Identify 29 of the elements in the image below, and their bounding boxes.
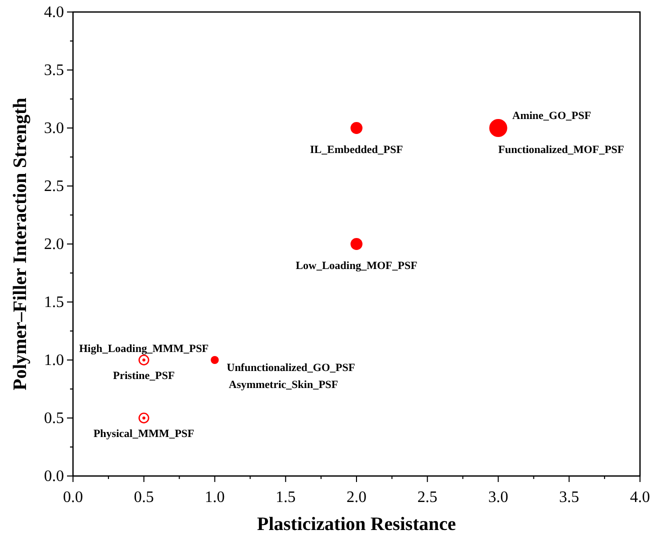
- y-tick-label: 0.5: [44, 410, 64, 428]
- annotation: High_Loading_MMM_PSF: [79, 342, 209, 355]
- x-tick-label: 1.0: [204, 488, 225, 506]
- x-tick-label: 1.5: [276, 488, 296, 506]
- annotation: Physical_MMM_PSF: [93, 428, 195, 440]
- y-tick-label: 3.0: [44, 120, 64, 138]
- annotation: IL_Embedded_PSF: [310, 144, 404, 156]
- x-tick-label: 0.5: [134, 488, 154, 506]
- x-tick-label: 2.0: [346, 488, 366, 506]
- annotation: Functionalized_MOF_PSF: [498, 144, 624, 156]
- x-tick-label: 2.5: [417, 488, 438, 506]
- annotation: Amine_GO_PSF: [512, 110, 592, 122]
- y-tick-label: 1.0: [44, 352, 64, 370]
- x-axis-title: Plasticization Resistance: [257, 514, 456, 535]
- annotation: Asymmetric_Skin_PSF: [228, 378, 338, 391]
- x-tick-label: 0.0: [63, 488, 83, 506]
- annotation: Pristine_PSF: [113, 370, 176, 382]
- y-tick-label: 2.0: [44, 236, 64, 254]
- y-tick-label: 2.5: [44, 178, 64, 196]
- x-tick-label: 4.0: [630, 488, 650, 506]
- annotation: Low_Loading_MOF_PSF: [296, 260, 418, 272]
- y-tick-label: 4.0: [44, 4, 64, 22]
- y-tick-label: 0.0: [44, 468, 64, 486]
- y-tick-label: 1.5: [44, 294, 64, 312]
- y-tick-label: 3.5: [44, 62, 64, 80]
- x-tick-label: 3.0: [488, 488, 508, 506]
- y-axis-title: Polymer–Filler Interaction Strength: [10, 97, 31, 390]
- x-tick-label: 3.5: [559, 488, 580, 506]
- annotation: Unfunctionalized_GO_PSF: [226, 362, 356, 374]
